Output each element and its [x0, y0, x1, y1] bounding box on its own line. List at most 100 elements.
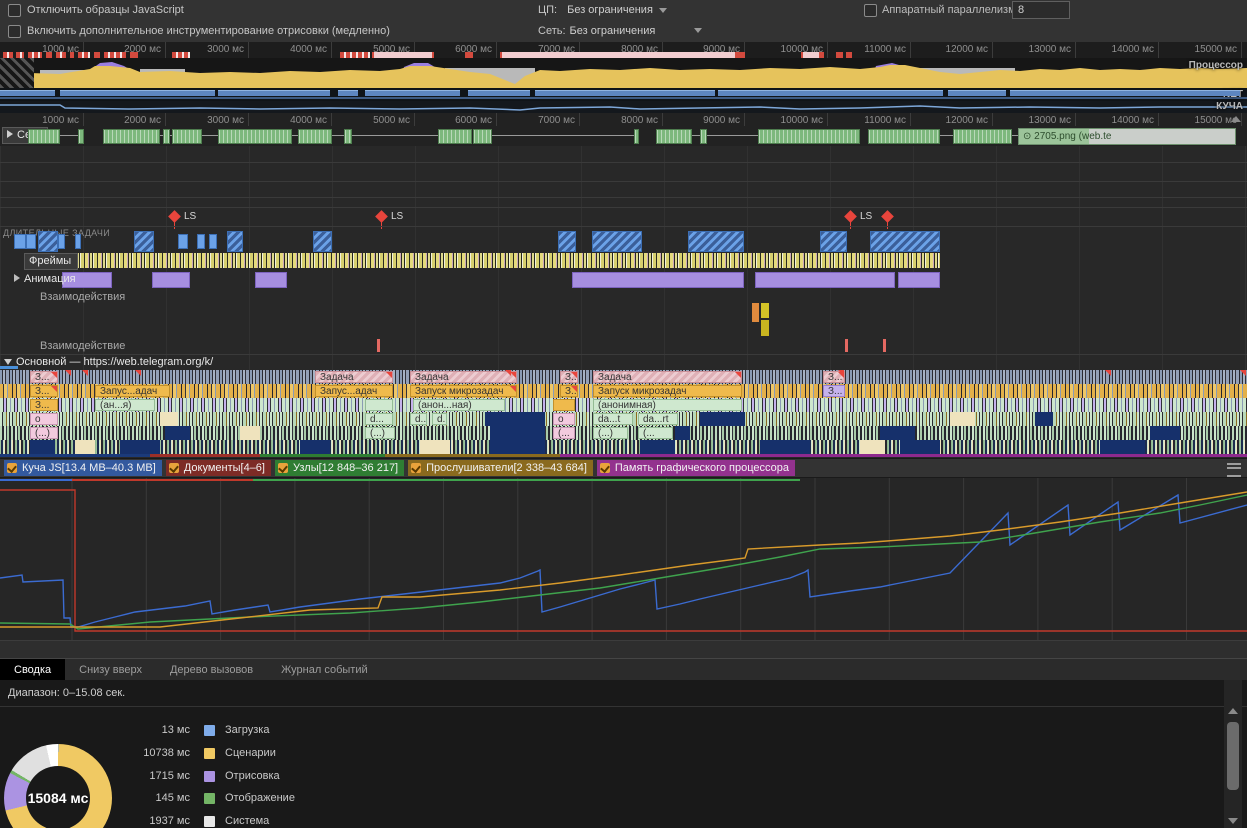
frames-track[interactable] [25, 253, 940, 268]
flame-event-bar[interactable] [553, 399, 575, 411]
flame-block[interactable] [75, 440, 95, 454]
chevron-down-icon[interactable] [658, 7, 667, 13]
flame-event-bar[interactable] [365, 399, 393, 411]
flame-event-bar[interactable]: Задача [410, 371, 517, 383]
flame-event-bar[interactable]: da...t [593, 413, 633, 425]
flame-block[interactable] [160, 412, 178, 426]
flame-block[interactable] [1035, 412, 1053, 426]
flame-block[interactable] [490, 426, 545, 440]
animation-bar[interactable] [62, 272, 112, 288]
flame-event-bar[interactable]: o [553, 413, 575, 425]
tab-3[interactable]: Журнал событий [281, 664, 368, 676]
network-request-bar[interactable] [298, 129, 332, 144]
overview-time-ruler[interactable]: 1000 мс 2000 мс 3000 мс 4000 мс 5000 мс 6000 … [0, 42, 1247, 58]
flame-block[interactable] [900, 440, 940, 454]
flame-block[interactable] [760, 440, 810, 454]
flame-block[interactable] [165, 426, 190, 440]
long-task-bar[interactable] [870, 231, 940, 252]
network-request-bar[interactable] [868, 129, 940, 144]
network-request-bar[interactable] [103, 129, 160, 144]
network-request-selected[interactable]: ⊙ 2705.png (web.te [1018, 128, 1236, 145]
scroll-down-icon[interactable] [1228, 818, 1238, 824]
long-task-bar[interactable] [209, 234, 217, 249]
paint-instrumentation-checkbox[interactable] [8, 24, 21, 38]
long-task-bar[interactable] [688, 231, 744, 252]
track-time-ruler[interactable]: 1000 мс 2000 мс 3000 мс 4000 мс 5000 мс 6000 … [0, 113, 1247, 126]
animation-track[interactable] [0, 271, 1247, 288]
flame-block[interactable] [700, 412, 745, 426]
network-request-bar[interactable] [953, 129, 1012, 144]
animation-bar[interactable] [572, 272, 744, 288]
network-request-bar[interactable] [172, 129, 202, 144]
hardware-concurrency-checkbox[interactable] [864, 3, 877, 17]
flame-event-bar[interactable]: (ан...я) [95, 399, 155, 411]
animation-bar[interactable] [755, 272, 895, 288]
counter-chip[interactable]: Документы[4–6] [165, 460, 271, 476]
network-overview-strip[interactable]: NET [0, 88, 1247, 101]
counter-chip[interactable]: Прослушиватели[2 338–43 684] [408, 460, 593, 476]
flame-block[interactable] [420, 440, 450, 454]
flame-block[interactable] [240, 426, 260, 440]
interaction-tick[interactable] [845, 339, 848, 352]
flame-event-bar[interactable]: (анонимная) [593, 399, 742, 411]
flame-event-bar[interactable]: d... [410, 413, 427, 425]
interaction-bar[interactable] [761, 320, 769, 336]
flame-block[interactable] [485, 412, 545, 426]
scroll-up-icon[interactable] [1231, 116, 1241, 122]
flame-event-bar[interactable]: З... [560, 371, 578, 383]
main-thread-flamechart[interactable]: З... Задача Задача З... Задача З... З... Запус.… [0, 370, 1247, 457]
chevron-down-icon[interactable] [694, 28, 702, 33]
flame-block[interactable] [950, 412, 975, 426]
counter-chip[interactable]: Куча JS[13.4 MB–40.3 MB] [4, 460, 162, 476]
counter-chip[interactable]: Память графического процессора [596, 460, 796, 476]
menu-icon[interactable] [1227, 463, 1241, 477]
flame-event-bar[interactable]: З... [560, 385, 578, 397]
network-request-bar[interactable] [78, 129, 84, 144]
long-task-bar[interactable] [26, 234, 36, 249]
network-track[interactable]: ⊙ 2705.png (web.te Сеть [0, 126, 1247, 146]
animation-bar[interactable] [898, 272, 940, 288]
network-request-bar[interactable] [438, 129, 472, 144]
frames-track-label[interactable]: Фреймы [24, 253, 79, 270]
cpu-throttle-select[interactable]: Без ограничения [567, 4, 653, 16]
flame-event-bar[interactable]: Запус...адач [95, 385, 170, 397]
flame-event-bar[interactable]: da...rt [638, 413, 678, 425]
network-request-bar[interactable] [28, 129, 60, 144]
flame-event-bar[interactable]: (анон...ная) [413, 399, 505, 411]
flame-event-bar[interactable]: d... [365, 413, 393, 425]
flame-block[interactable] [880, 426, 915, 440]
network-request-bar[interactable] [163, 129, 170, 144]
flame-block[interactable] [120, 440, 160, 454]
long-task-bar[interactable] [75, 234, 81, 249]
flame-event-bar[interactable]: o [30, 413, 58, 425]
long-task-bar[interactable] [134, 231, 154, 252]
flame-block[interactable] [860, 440, 885, 454]
network-request-bar[interactable] [218, 129, 292, 144]
checkbox-checked-icon[interactable] [277, 463, 288, 473]
long-task-bar[interactable] [38, 231, 58, 252]
long-task-bar[interactable] [227, 231, 243, 252]
net-throttle-select[interactable]: Без ограничения [569, 25, 656, 37]
flame-event-bar[interactable]: Запуск микрозадач [593, 385, 742, 397]
long-task-bar[interactable] [820, 231, 847, 252]
checkbox-checked-icon[interactable] [7, 463, 17, 473]
network-request-bar[interactable] [656, 129, 692, 144]
interaction-tick[interactable] [377, 339, 380, 352]
tab-0[interactable]: Сводка [0, 659, 66, 681]
scroll-up-icon[interactable] [1228, 708, 1238, 714]
network-request-bar[interactable] [758, 129, 860, 144]
timings-marker-row[interactable]: LS LS LS [0, 208, 1247, 229]
expander-icon[interactable] [14, 274, 20, 282]
flame-event-bar[interactable]: З... [30, 399, 58, 411]
network-request-bar[interactable] [700, 129, 707, 144]
tab-2[interactable]: Дерево вызовов [169, 664, 254, 676]
flame-event-bar[interactable]: Задача [315, 371, 393, 383]
flame-event-bar[interactable]: Запус...адач [315, 385, 393, 397]
flame-block[interactable] [1100, 440, 1145, 454]
checkbox-checked-icon[interactable] [411, 463, 422, 473]
network-request-bar[interactable] [473, 129, 492, 144]
main-thread-header[interactable]: Основной — https://web.telegram.org/k/ [0, 355, 1247, 369]
long-task-bar[interactable] [58, 234, 65, 249]
counter-chip[interactable]: Узлы[12 848–36 217] [274, 460, 405, 476]
interaction-bar[interactable] [761, 303, 769, 318]
